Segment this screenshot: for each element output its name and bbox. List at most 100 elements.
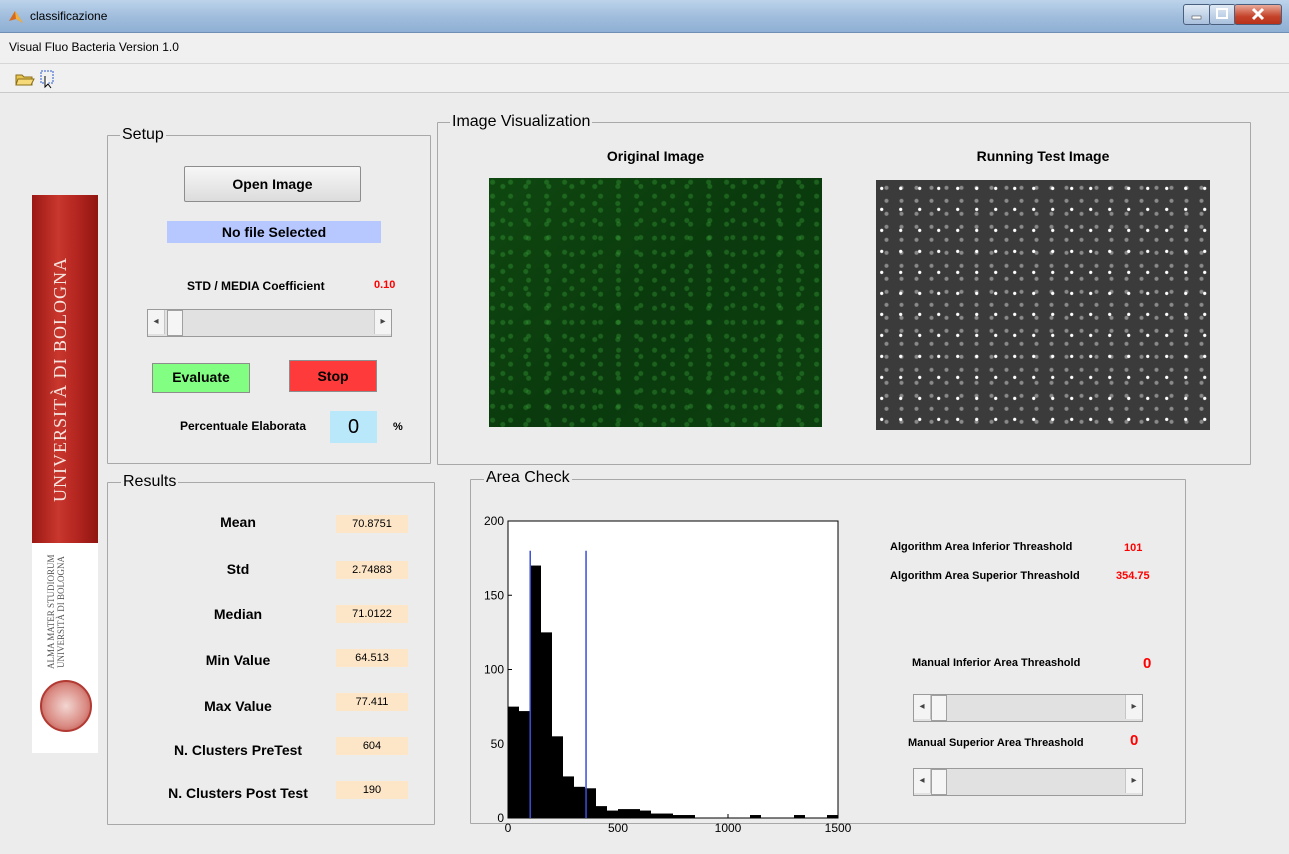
window-title: classificazione	[30, 9, 108, 23]
setup-title: Setup	[120, 126, 166, 144]
open-folder-icon[interactable]	[15, 71, 35, 87]
y-tick-label: 150	[484, 588, 504, 602]
coefficient-value: 0.10	[374, 279, 396, 291]
slider-thumb[interactable]	[931, 769, 947, 795]
running-test-image	[876, 180, 1210, 430]
histogram-bar	[530, 565, 541, 818]
histogram-bar	[541, 632, 552, 818]
result-value: 70.8751	[336, 515, 408, 533]
select-tool-icon[interactable]	[38, 69, 58, 89]
manual-inferior-slider[interactable]: ◂ ▸	[913, 694, 1143, 722]
minimize-icon	[1191, 15, 1202, 20]
y-tick-label: 50	[491, 737, 505, 751]
result-value: 71.0122	[336, 605, 408, 623]
logo-banner	[32, 195, 98, 543]
histogram-bar	[794, 815, 805, 818]
result-label: N. Clusters Post Test	[168, 785, 308, 801]
result-label: Mean	[220, 514, 256, 530]
original-image-title: Original Image	[606, 148, 705, 164]
result-value: 2.74883	[336, 561, 408, 579]
matlab-icon	[9, 11, 23, 23]
file-status: No file Selected	[167, 221, 381, 243]
histogram-bar	[651, 813, 662, 818]
maximize-button[interactable]	[1209, 4, 1236, 25]
setup-panel	[107, 135, 431, 464]
visualization-title: Image Visualization	[450, 113, 593, 131]
results-panel	[107, 482, 435, 825]
histogram-bar	[750, 815, 761, 818]
manual-inferior-value: 0	[1143, 655, 1152, 672]
slider-left-arrow-icon[interactable]: ◂	[914, 769, 931, 793]
histogram-bar	[662, 813, 673, 818]
stop-button[interactable]: Stop	[289, 360, 377, 392]
manual-superior-label: Manual Superior Area Threashold	[908, 737, 1084, 749]
result-label: Max Value	[204, 698, 272, 714]
result-label: N. Clusters PreTest	[173, 742, 303, 758]
result-label: Std	[226, 561, 250, 577]
alg-inferior-value: 101	[1124, 542, 1143, 554]
histogram-bar	[827, 815, 838, 818]
result-label: Min Value	[205, 652, 271, 668]
slider-thumb[interactable]	[931, 695, 947, 721]
histogram-bar	[585, 788, 596, 818]
manual-superior-slider[interactable]: ◂ ▸	[913, 768, 1143, 796]
x-tick-label: 1500	[825, 821, 852, 835]
slider-left-arrow-icon[interactable]: ◂	[914, 695, 931, 719]
slider-right-arrow-icon[interactable]: ▸	[1125, 769, 1142, 793]
alg-superior-value: 354.75	[1116, 570, 1150, 582]
percent-value: 0	[330, 411, 377, 443]
original-image	[489, 178, 822, 427]
area-check-title: Area Check	[484, 469, 572, 487]
alg-inferior-label: Algorithm Area Inferior Threashold	[890, 541, 1073, 553]
manual-inferior-label: Manual Inferior Area Threashold	[912, 657, 1081, 669]
coefficient-label: STD / MEDIA Coefficient	[187, 279, 325, 293]
result-value: 604	[336, 737, 408, 755]
logo-text: UNIVERSITÀ DI BOLOGNA	[50, 257, 70, 503]
open-image-button[interactable]: Open Image	[184, 166, 361, 202]
close-button[interactable]	[1234, 4, 1282, 25]
slider-right-arrow-icon[interactable]: ▸	[374, 310, 391, 334]
histogram-bar	[684, 815, 695, 818]
x-tick-label: 1000	[715, 821, 742, 835]
x-tick-label: 0	[505, 821, 512, 835]
close-icon	[1251, 7, 1265, 21]
image-visualization-panel	[437, 122, 1251, 465]
title-bar	[0, 0, 1289, 33]
histogram-bar	[640, 810, 651, 818]
manual-superior-value: 0	[1130, 732, 1139, 749]
slider-thumb[interactable]	[167, 310, 183, 336]
histogram-bar	[563, 776, 574, 818]
menu-item-version[interactable]: Visual Fluo Bacteria Version 1.0	[9, 40, 179, 54]
menu-bar	[0, 33, 1289, 64]
result-label: Median	[213, 606, 263, 622]
histogram-bar	[519, 711, 530, 818]
slider-right-arrow-icon[interactable]: ▸	[1125, 695, 1142, 719]
x-tick-label: 500	[608, 821, 628, 835]
histogram-bar	[508, 706, 519, 818]
maximize-icon	[1216, 8, 1228, 19]
coefficient-slider[interactable]: ◂ ▸	[147, 309, 392, 337]
evaluate-button[interactable]: Evaluate	[152, 363, 250, 393]
histogram-bar	[618, 809, 629, 818]
histogram-bar	[596, 806, 607, 818]
percent-label: Percentuale Elaborata	[180, 419, 307, 433]
area-histogram: 0 500 1000 1500 0 50 100 150 200	[484, 515, 852, 835]
percent-unit: %	[393, 421, 403, 433]
minimize-button[interactable]	[1183, 4, 1211, 25]
area-check-panel	[470, 479, 1186, 824]
y-tick-label: 200	[484, 515, 504, 528]
result-value: 64.513	[336, 649, 408, 667]
toolbar	[0, 64, 1289, 93]
results-title: Results	[121, 473, 179, 491]
histogram-bar	[673, 815, 684, 818]
histogram-bar	[552, 736, 563, 818]
seal-icon	[40, 680, 92, 732]
y-tick-label: 0	[497, 811, 504, 825]
histogram-bar	[574, 786, 585, 818]
running-image-title: Running Test Image	[976, 148, 1110, 164]
histogram-bar	[607, 810, 618, 818]
alg-superior-label: Algorithm Area Superior Threashold	[890, 570, 1080, 582]
result-value: 190	[336, 781, 408, 799]
result-value: 77.411	[336, 693, 408, 711]
slider-left-arrow-icon[interactable]: ◂	[148, 310, 165, 334]
